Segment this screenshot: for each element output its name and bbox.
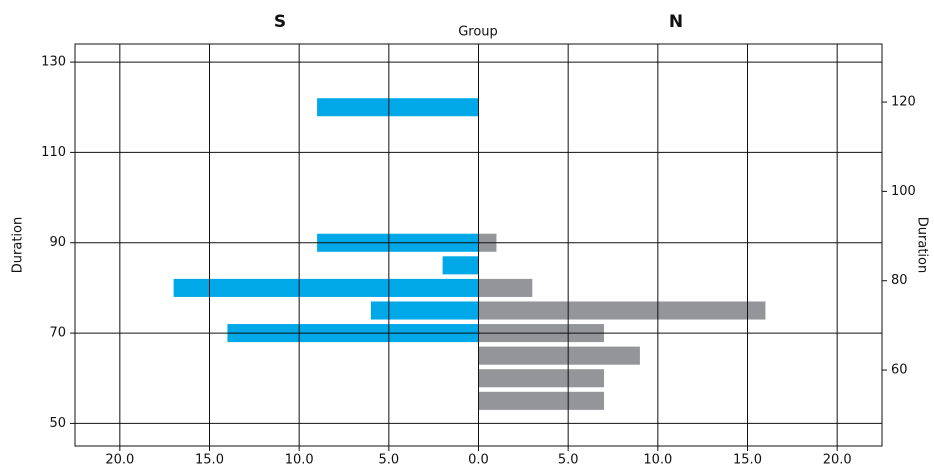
y2-tick-label: 60: [891, 363, 908, 378]
bar: [478, 391, 605, 410]
bar: [317, 98, 479, 117]
bar: [478, 278, 533, 297]
chart-title: Group: [458, 25, 498, 40]
y-tick-label: 110: [41, 145, 66, 160]
bar: [173, 278, 479, 297]
y2-tick-label: 120: [891, 95, 916, 110]
x-tick-label: 15.0: [195, 453, 224, 466]
y-tick-label: 90: [49, 235, 66, 250]
y2-axis-label: Duration: [915, 217, 930, 273]
series-label: S: [274, 12, 286, 32]
bar: [478, 301, 766, 320]
x-tick-label: 20.0: [823, 453, 852, 466]
x-tick-label: 15.0: [733, 453, 762, 466]
bar: [370, 301, 479, 320]
y2-tick-label: 100: [891, 184, 916, 199]
bar: [442, 256, 479, 275]
x-tick-label: 5.0: [558, 453, 579, 466]
x-tick-label: 20.0: [105, 453, 134, 466]
bar: [478, 346, 640, 365]
x-tick-label: 10.0: [643, 453, 672, 466]
y2-tick-label: 80: [891, 273, 908, 288]
x-tick-label: 5.0: [378, 453, 399, 466]
x-tick-label: 10.0: [285, 453, 314, 466]
bar: [478, 369, 605, 388]
plot-frame: [74, 43, 883, 447]
y-tick-label: 130: [41, 55, 66, 70]
series-label: N: [669, 12, 683, 32]
y-axis-label: Duration: [11, 217, 26, 273]
y-tick-label: 70: [49, 326, 66, 341]
x-tick-label: 0.0: [468, 453, 489, 466]
y-tick-label: 50: [49, 416, 66, 431]
